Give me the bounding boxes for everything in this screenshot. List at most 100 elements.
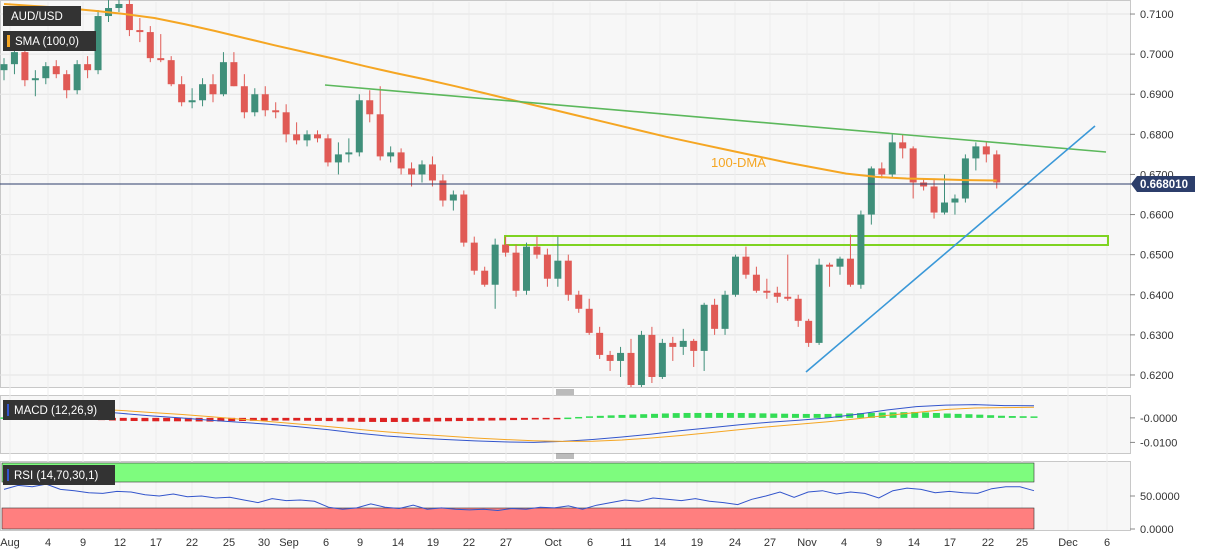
macd-histogram-bar [1008,416,1016,418]
macd-histogram-bar [976,414,984,418]
candle [857,210,865,289]
macd-histogram-bar [499,417,507,421]
macd-histogram-bar [705,412,713,418]
candle [773,286,781,303]
macd-histogram-bar [271,417,279,421]
candle-body [52,66,60,75]
candle [94,10,102,75]
candle-body [596,332,604,355]
candle-body [334,154,342,163]
candle [199,78,207,107]
macd-histogram-bar [434,417,442,422]
candle [240,74,248,119]
candle-body [21,52,29,81]
candle [909,146,917,199]
candle [178,76,186,107]
macd-histogram-bar [683,412,691,418]
candle-body [428,164,436,181]
candle [805,318,813,347]
macd-pane-resize-handle[interactable] [556,389,574,395]
candle [52,60,60,79]
candle-body [125,4,133,31]
macd-histogram-bar [867,412,875,418]
time-tick-label: 27 [500,537,512,549]
macd-histogram-bar [531,417,539,420]
candle-body [0,64,8,71]
candle-body [481,270,489,285]
macd-histogram-bar [553,417,561,420]
candle [690,338,698,367]
candle-body [449,194,457,201]
candle [700,302,708,371]
macd-histogram-bar [141,417,149,422]
time-tick-label: 19 [691,537,703,549]
candle-body [648,334,656,377]
candle-body [637,334,645,385]
candle-body [209,84,217,95]
candle-body [784,296,792,299]
candle [679,328,687,355]
ascending-support-trendline [805,125,1096,373]
candle-body [94,16,102,71]
time-tick-label: 27 [764,537,776,549]
macd-histogram-bar [651,413,659,418]
price-pane-background [0,0,1130,387]
macd-tick-label: -0.0000 [1140,413,1177,425]
candle-body [136,30,144,33]
instrument-legend[interactable]: AUD/USD [3,6,81,26]
candle-body [115,4,123,9]
candle-body [73,64,81,91]
time-tick-label: 9 [876,537,882,549]
candle [115,0,123,13]
sma-legend-label: SMA (100,0) [15,36,79,48]
candle-body [836,258,844,267]
candle [878,162,886,179]
macd-histogram-bar [173,417,181,422]
macd-histogram-bar [1030,416,1038,418]
time-tick-label: 22 [186,537,198,549]
rsi-pane-resize-handle[interactable] [556,453,574,459]
candle [470,236,478,275]
time-tick-label: 17 [150,537,162,549]
candle [209,74,217,103]
candle [167,56,175,87]
candle-body [617,352,625,361]
candle-body [679,340,687,347]
candle [449,190,457,211]
candle-body [627,352,635,385]
macd-legend[interactable]: MACD (12,26,9) [3,400,115,420]
macd-histogram-bar [694,412,702,418]
candle [732,254,739,297]
candle-body [711,304,719,329]
macd-histogram-bar [716,412,724,418]
candle [63,70,71,99]
candle-body [585,308,593,333]
rsi-oversold-band [1,507,1035,530]
macd-histogram-bar [412,417,420,422]
sma-annotation: 100-DMA [711,155,766,170]
candle [564,254,572,301]
candle-body [146,32,154,59]
time-tick-label: 6 [323,537,329,549]
time-tick-label: 22 [463,537,475,549]
rsi-legend[interactable]: RSI (14,70,30,1) [3,465,115,485]
candle-body [972,146,980,159]
candle-body [219,62,227,95]
macd-histogram-bar [943,413,951,418]
candle [408,162,416,187]
candle [523,242,530,295]
candle [428,156,436,187]
candle-body [961,158,969,199]
candle [617,346,625,377]
candle-body [533,246,541,255]
time-tick-label: 25 [1016,537,1028,549]
sma-legend[interactable]: SMA (100,0) [3,31,96,51]
candle [930,178,938,219]
candle [418,160,426,183]
candle-body [899,142,907,149]
candle-body [491,244,499,285]
candle [826,262,834,287]
candle-body [700,304,708,351]
candle-body [752,274,760,291]
candle [721,290,729,335]
